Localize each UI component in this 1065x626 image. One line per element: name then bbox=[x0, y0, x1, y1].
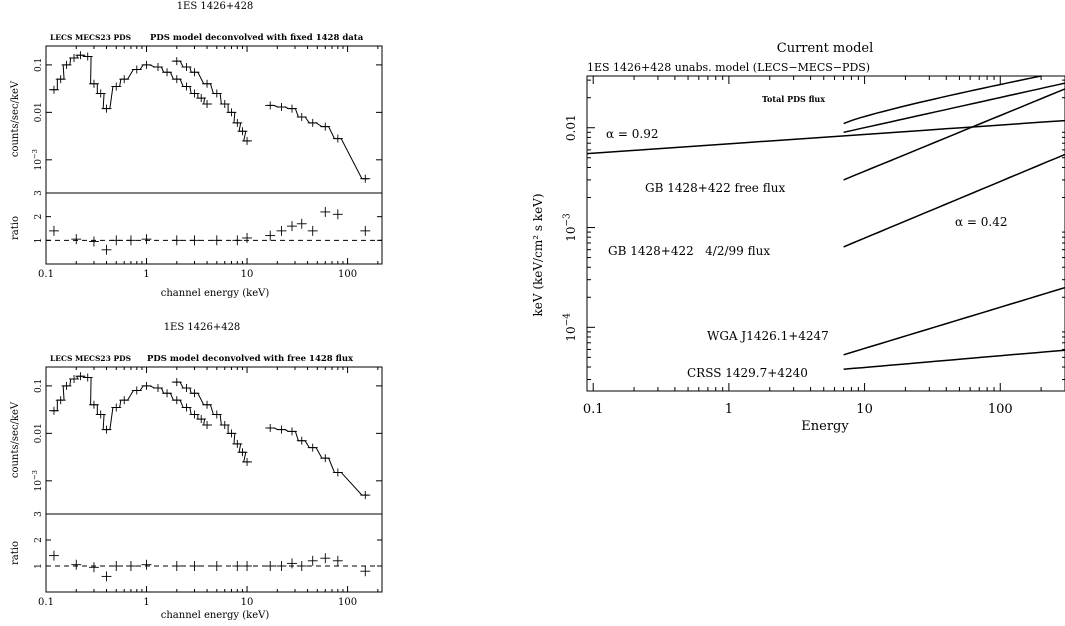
y-tick-label: 0.01 bbox=[34, 102, 44, 122]
model-curve bbox=[173, 60, 251, 142]
chart-3-xlabel: Energy bbox=[801, 419, 849, 434]
annotation-total-pds-flux: Total PDS flux bbox=[762, 94, 825, 104]
chart-2-ylabel-top: counts/sec/keV bbox=[10, 401, 21, 478]
chart-1-top-frame bbox=[45, 45, 383, 194]
x-tick-label: 0.1 bbox=[38, 597, 54, 608]
x-tick-label: 0.1 bbox=[583, 402, 604, 417]
chart-1-ylabel-top: counts/sec/keV bbox=[10, 80, 21, 157]
annotation-gb-free-flux: GB 1428+422 free flux bbox=[645, 181, 785, 195]
x-tick-label: 100 bbox=[988, 402, 1013, 417]
model-line bbox=[843, 75, 1042, 125]
ratio-tick-label: 3 bbox=[34, 190, 44, 196]
chart-3-ylabel: keV (keV/cm² s keV) bbox=[531, 193, 545, 316]
ratio-tick-label: 1 bbox=[34, 563, 44, 569]
chart-1-title: 1ES 1426+428 bbox=[177, 1, 254, 12]
chart-2-marks: 0.1 1 10 100 0.1 0.01 10−3 1 2 3 bbox=[31, 367, 382, 608]
y-tick-label: 0.1 bbox=[34, 58, 44, 72]
chart-1-marks: 0.1 1 10 100 0.1 0.01 10−3 1 2 3 bbox=[31, 46, 382, 280]
ratio-tick-label: 3 bbox=[34, 511, 44, 517]
model-line bbox=[586, 119, 1065, 155]
chart-2-xlabel: channel energy (keV) bbox=[161, 610, 270, 621]
y-tick-label: 10−4 bbox=[563, 313, 578, 342]
annotation-crss: CRSS 1429.7+4240 bbox=[687, 366, 808, 380]
chart-1-header-right: PDS model deconvolved with fixed 1428 da… bbox=[150, 33, 364, 43]
chart-1: 1ES 1426+428 LECS MECS23 PDS PDS model d… bbox=[10, 1, 383, 299]
x-tick-label: 100 bbox=[338, 597, 357, 608]
model-curve bbox=[173, 381, 251, 463]
chart-2-title: 1ES 1426+428 bbox=[164, 322, 241, 333]
x-tick-label: 10 bbox=[856, 402, 873, 417]
x-tick-label: 10 bbox=[241, 597, 254, 608]
y-tick-label: 0.1 bbox=[34, 379, 44, 393]
chart-1-xlabel: channel energy (keV) bbox=[161, 288, 270, 299]
chart-3-title: Current model bbox=[777, 41, 874, 56]
model-curve bbox=[50, 375, 211, 431]
chart-1-header-left: LECS MECS23 PDS bbox=[50, 33, 131, 42]
chart-2-header-right: PDS model deconvolved with free 1428 flu… bbox=[147, 354, 354, 364]
chart-3: Current model 1ES 1426+428 unabs. model … bbox=[531, 41, 1065, 434]
chart-3-frame bbox=[586, 75, 1065, 392]
annotation-gb-4299-flux: GB 1428+422 4/2/99 flux bbox=[608, 244, 770, 258]
model-line bbox=[843, 88, 1065, 181]
x-tick-label: 100 bbox=[338, 269, 357, 280]
ratio-tick-label: 1 bbox=[34, 237, 44, 243]
model-line bbox=[843, 349, 1065, 370]
x-tick-label: 1 bbox=[143, 269, 149, 280]
y-tick-label: 10−3 bbox=[31, 470, 44, 491]
model-line bbox=[843, 82, 1065, 134]
chart-2-bottom-frame bbox=[45, 513, 383, 593]
x-tick-label: 1 bbox=[143, 597, 149, 608]
x-tick-label: 1 bbox=[725, 402, 733, 417]
ratio-tick-label: 2 bbox=[34, 537, 44, 543]
x-tick-label: 0.1 bbox=[38, 269, 54, 280]
y-tick-label: 0.01 bbox=[564, 114, 578, 141]
chart-2-ylabel-bottom: ratio bbox=[10, 541, 21, 565]
chart-2: 1ES 1426+428 LECS MECS23 PDS PDS model d… bbox=[10, 322, 383, 621]
model-curve bbox=[266, 104, 369, 180]
y-tick-label: 10−3 bbox=[563, 213, 578, 242]
model-line bbox=[843, 153, 1065, 248]
y-tick-label: 10−3 bbox=[31, 149, 44, 170]
chart-2-header-left: LECS MECS23 PDS bbox=[50, 354, 131, 363]
model-line bbox=[843, 286, 1065, 356]
y-tick-label: 0.01 bbox=[34, 423, 44, 443]
model-curve bbox=[50, 54, 211, 110]
chart-2-top-frame bbox=[45, 366, 383, 515]
model-curve bbox=[266, 427, 369, 496]
chart-1-bottom-frame bbox=[45, 192, 383, 265]
ratio-tick-label: 2 bbox=[34, 214, 44, 220]
annotation-wga: WGA J1426.1+4247 bbox=[707, 329, 829, 343]
annotation-alpha-042: α = 0.42 bbox=[955, 215, 1008, 229]
chart-3-subtitle: 1ES 1426+428 unabs. model (LECS−MECS−PDS… bbox=[587, 61, 870, 74]
x-tick-label: 10 bbox=[241, 269, 254, 280]
annotation-alpha-092: α = 0.92 bbox=[606, 127, 659, 141]
chart-1-ylabel-bottom: ratio bbox=[10, 216, 21, 240]
